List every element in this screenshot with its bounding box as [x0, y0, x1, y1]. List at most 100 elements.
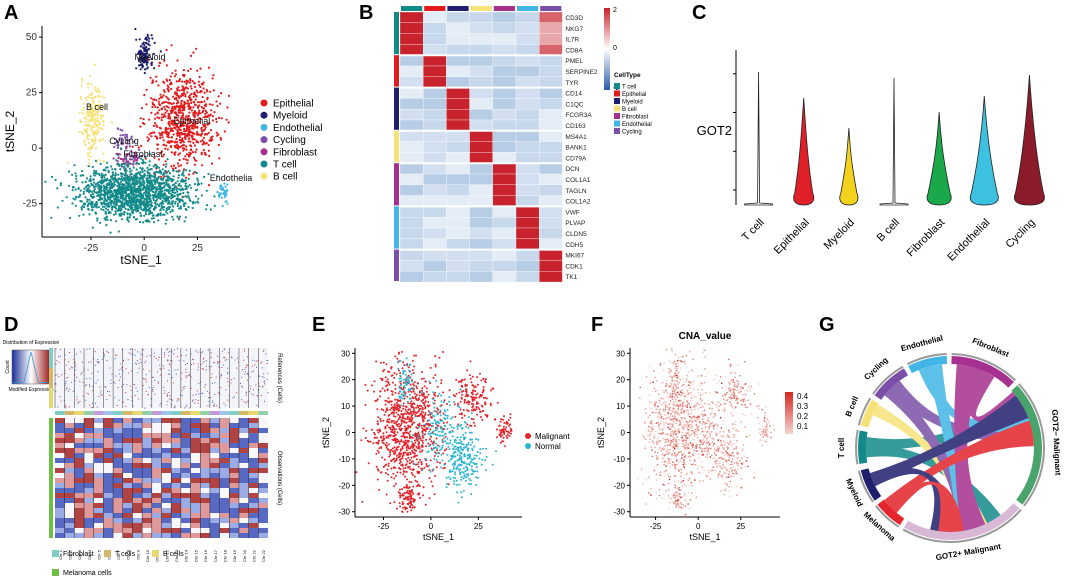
scatter-point [397, 491, 400, 494]
scatter-point [437, 408, 440, 411]
scatter-point [176, 129, 179, 132]
observation-cell [151, 423, 162, 428]
scatter-point [155, 188, 158, 192]
scatter-point [167, 170, 170, 173]
scatter-point [145, 198, 149, 201]
observation-cell [103, 513, 114, 518]
scatter-point [155, 99, 158, 102]
scatter-point [176, 215, 179, 218]
noise-pixel [140, 362, 142, 363]
noise-pixel [264, 400, 265, 402]
observation-cell [219, 533, 230, 538]
scatter-point [204, 142, 207, 145]
scatter-point [147, 220, 150, 223]
heatmap-cell [446, 76, 470, 88]
scatter-point [160, 150, 163, 153]
scatter-point [402, 402, 405, 405]
scatter-point [411, 449, 414, 452]
observation-cell [239, 468, 249, 473]
scatter-point [401, 447, 404, 450]
scatter-point [124, 191, 127, 194]
noise-pixel [223, 348, 225, 350]
scatter-point [192, 141, 195, 144]
gene-label: CD8A [565, 47, 583, 54]
scatter-point [91, 126, 94, 129]
observation-cell [122, 503, 133, 508]
scatter-point [404, 429, 407, 432]
scatter-point [82, 192, 85, 195]
noise-pixel [200, 381, 201, 383]
scatter-point [106, 161, 109, 164]
scatter-point [96, 114, 99, 117]
scatter-point [388, 421, 391, 424]
scatter-point [411, 414, 414, 417]
noise-pixel [241, 399, 243, 401]
scatter-point [139, 177, 142, 180]
observation-cell [171, 458, 181, 463]
scatter-point [170, 120, 173, 123]
scatter-point [407, 418, 409, 420]
scatter-point [433, 493, 436, 496]
scatter-point [144, 219, 147, 222]
heatmap-cell [446, 206, 470, 218]
scatter-point [160, 107, 163, 110]
noise-pixel [156, 371, 158, 373]
observation-cell [151, 523, 162, 528]
scatter-point [211, 77, 214, 80]
scatter-point [165, 144, 168, 147]
observation-cell [180, 483, 191, 488]
noise-pixel [234, 359, 236, 361]
scatter-point [413, 384, 416, 387]
scatter-point [129, 207, 133, 210]
scatter-point [386, 378, 389, 381]
scatter-point [428, 438, 431, 441]
scatter-point [75, 180, 78, 183]
scatter-point [181, 114, 185, 117]
observation-cell [219, 478, 230, 483]
scatter-point [91, 226, 94, 229]
scatter-point [140, 155, 144, 158]
scatter-point [88, 114, 91, 117]
scatter-point [221, 204, 224, 208]
scatter-point [124, 172, 127, 175]
observation-cell [103, 418, 114, 423]
legend-label: Myeloid [622, 100, 643, 106]
scatter-point [120, 177, 123, 180]
scatter-point [129, 155, 132, 158]
scatter-point [79, 174, 82, 177]
noise-pixel [260, 362, 262, 364]
scatter-point [88, 74, 91, 77]
noise-pixel [219, 377, 221, 379]
marker-heatmap-b: CD3DNKG7IL7RCD8APMELSERPINE2TYRCD14C1QCF… [394, 6, 652, 283]
scatter-point [399, 448, 402, 451]
noise-pixel [64, 407, 66, 409]
heatmap-cell [469, 55, 493, 67]
scatter-point [93, 190, 96, 193]
scatter-point [113, 181, 116, 184]
observation-cell [64, 483, 75, 488]
scatter-point [424, 430, 427, 432]
scatter-point [174, 141, 177, 144]
scatter-point [398, 462, 401, 465]
scatter-point [175, 132, 178, 135]
noise-pixel [92, 385, 94, 387]
scatter-point [401, 350, 404, 353]
noise-pixel [190, 353, 192, 355]
scatter-point [96, 117, 99, 120]
scatter-point [129, 178, 132, 182]
heatmap-cell [446, 130, 470, 142]
observation-cell [113, 488, 123, 493]
observation-cell [142, 523, 152, 528]
scatter-point [168, 124, 171, 127]
scatter-point [99, 126, 102, 130]
scatter-point [97, 172, 100, 175]
scatter-point [97, 129, 100, 133]
noise-pixel [80, 373, 82, 375]
noise-pixel [205, 369, 207, 371]
heatmap-cell [539, 55, 563, 67]
scatter-point [416, 454, 418, 457]
scatter-point [99, 103, 102, 106]
observation-cell [219, 528, 230, 533]
noise-pixel [203, 368, 204, 370]
scatter-point [74, 188, 77, 191]
